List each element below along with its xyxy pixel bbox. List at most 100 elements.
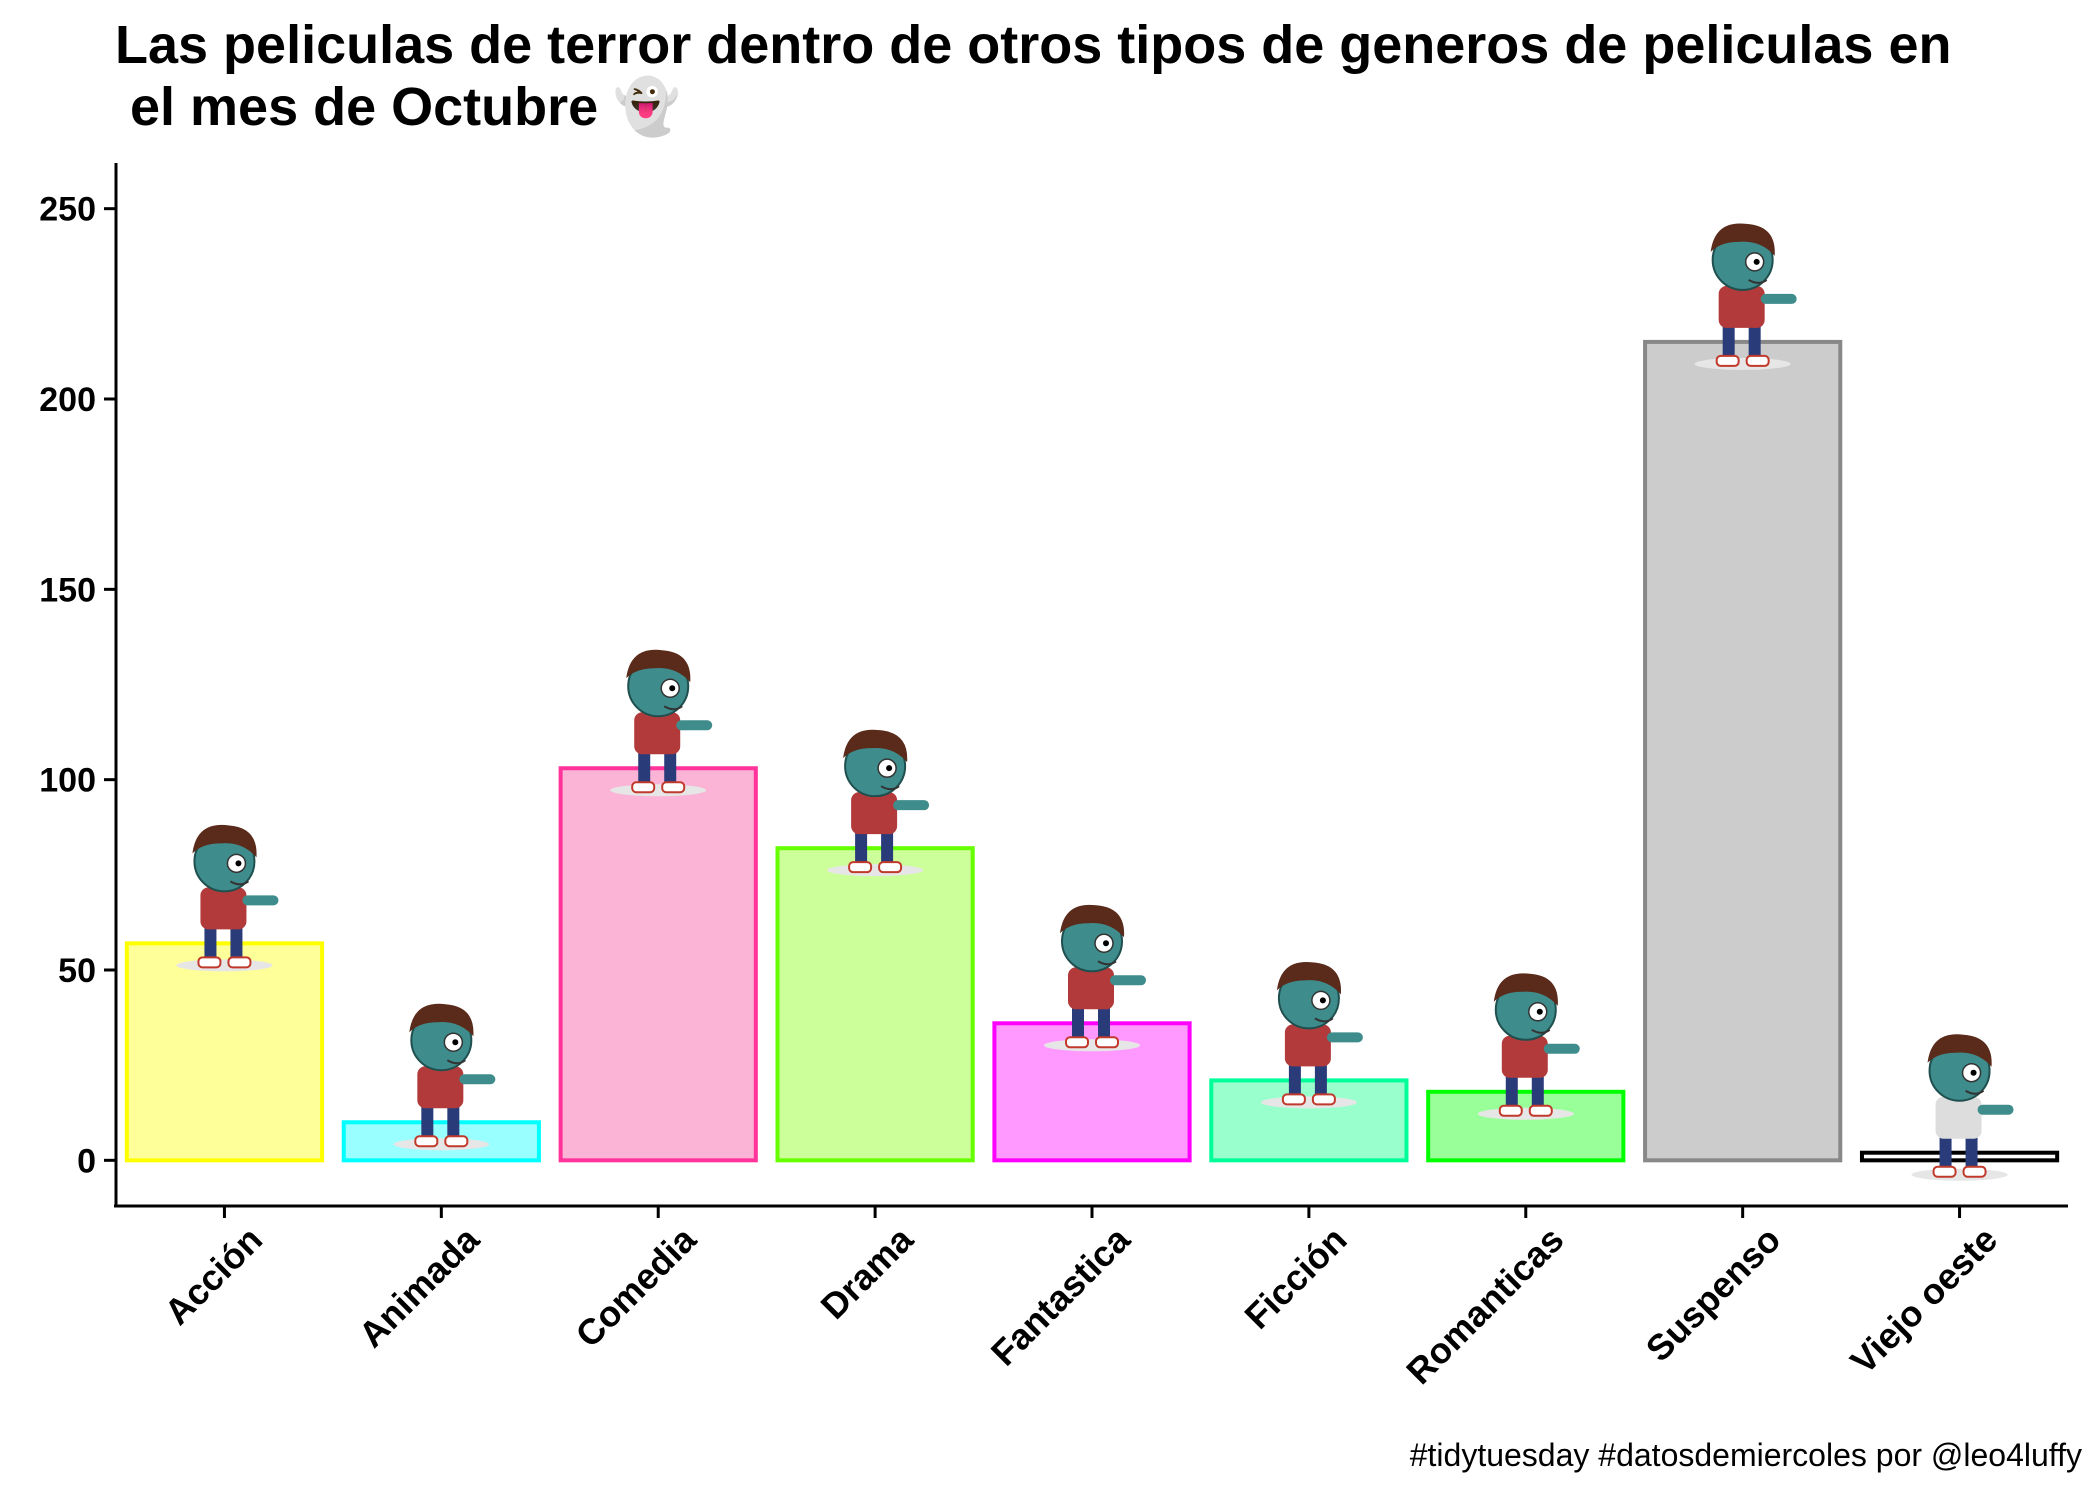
zombie-arm — [1543, 1043, 1580, 1054]
zombie-pupil — [669, 685, 676, 692]
zombie-mouth — [1748, 279, 1768, 284]
zombie-leg-right — [1314, 1060, 1327, 1099]
zombie-icon — [1911, 1034, 2014, 1181]
zombie-shoe-left — [1498, 1104, 1523, 1117]
x-axis-ticks: Acción Animada Comedia Drama Fantastica Ficci… — [156, 1206, 2005, 1392]
zombie-arm — [1326, 1032, 1363, 1043]
zombie-shoe-left — [1281, 1093, 1306, 1106]
title-line-1: Las peliculas de terror dentro de otros … — [115, 15, 1952, 75]
zombie-shoe-right — [1311, 1093, 1336, 1106]
zombie-hair — [1710, 223, 1775, 256]
x-tick-label: Suspenso — [1638, 1219, 1789, 1370]
y-tick-label: 100 — [39, 762, 96, 800]
bar-viejo-oeste — [1859, 1150, 2060, 1163]
zombie-icon — [393, 1003, 496, 1151]
zombie-hair — [1927, 1034, 1992, 1067]
caption: #tidytuesday #datosdemiercoles por @leo4… — [1409, 1437, 2082, 1473]
zombie-pupil — [1319, 997, 1326, 1004]
x-tick-label: Animada — [350, 1218, 487, 1355]
zombie-shadow — [176, 959, 273, 972]
zombie-hair — [409, 1003, 474, 1037]
zombie-shoe-right — [878, 861, 903, 874]
title-line-2: el mes de Octubre — [115, 77, 599, 137]
bar-ficcion — [1209, 1078, 1409, 1163]
y-tick-label: 150 — [39, 571, 96, 609]
zombie-pupil — [1103, 940, 1109, 947]
zombie-leg-left — [638, 748, 651, 787]
zombie-pupil — [235, 860, 242, 867]
y-tick-label: 250 — [39, 191, 96, 229]
zombie-mouth — [446, 1059, 466, 1065]
zombie-hair — [843, 729, 908, 763]
zombie-shoe-right — [1962, 1165, 1987, 1178]
zombie-pupil — [452, 1039, 459, 1046]
zombie-hair — [626, 649, 691, 683]
zombie-pupil — [1970, 1069, 1977, 1076]
zombie-icon — [1694, 223, 1797, 370]
zombie-shoe-left — [631, 781, 656, 794]
zombie-shoe-right — [661, 781, 686, 794]
zombie-icon — [1260, 961, 1363, 1109]
zombie-leg-right — [664, 748, 677, 787]
bar-drama — [775, 846, 975, 1163]
zombie-leg-right — [447, 1102, 460, 1141]
bar-accion — [124, 941, 325, 1163]
zombie-shoe-left — [1065, 1036, 1089, 1049]
zombie-body — [1501, 1035, 1548, 1078]
zombie-shadow — [1260, 1096, 1357, 1109]
zombie-shoe-left — [848, 861, 873, 874]
bar-comedia — [558, 766, 758, 1163]
x-tick-label: Drama — [813, 1218, 922, 1327]
zombie-leg-right — [1965, 1132, 1978, 1171]
y-tick-label: 50 — [58, 952, 96, 990]
zombie-shoe-right — [1745, 354, 1770, 367]
bar-suspenso — [1643, 339, 1843, 1163]
zombie-hair — [1493, 973, 1558, 1006]
zombie-mouth — [1314, 1017, 1334, 1023]
zombie-shadow — [1911, 1168, 2008, 1181]
zombie-icons — [176, 223, 2014, 1181]
x-tick-label: Romanticas — [1398, 1219, 1571, 1392]
x-tick-label: Ficción — [1236, 1219, 1354, 1337]
zombie-body — [1068, 967, 1114, 1010]
zombie-body — [851, 792, 898, 835]
zombie-pupil — [886, 765, 893, 772]
zombie-arm — [893, 800, 930, 811]
zombie-shadow — [610, 784, 707, 797]
zombie-pupil — [1536, 1008, 1543, 1015]
zombie-leg-right — [881, 828, 894, 867]
zombie-shadow — [1044, 1039, 1140, 1052]
zombie-arm — [242, 895, 279, 906]
bars — [124, 339, 2060, 1163]
zombie-leg-left — [1288, 1060, 1301, 1099]
zombie-arm — [1760, 293, 1797, 304]
zombie-leg-left — [204, 923, 217, 962]
ghost-icon: 👻 — [613, 75, 681, 138]
zombie-mouth — [880, 785, 900, 791]
zombie-mouth — [1097, 960, 1117, 966]
zombie-icon — [176, 824, 279, 972]
zombie-body — [200, 887, 247, 930]
zombie-body — [634, 712, 681, 755]
zombie-shadow — [1694, 357, 1791, 370]
zombie-shoe-right — [444, 1135, 469, 1148]
zombie-mouth — [1965, 1089, 1985, 1095]
bar-romanticas — [1426, 1089, 1626, 1163]
x-tick-label: Comedia — [567, 1218, 704, 1355]
zombie-arm — [1977, 1104, 2014, 1115]
zombie-arm — [1110, 975, 1146, 986]
zombie-shoe-left — [1715, 354, 1740, 367]
x-tick-label: Fantastica — [983, 1218, 1139, 1374]
y-tick-label: 200 — [39, 381, 96, 419]
zombie-body — [1718, 285, 1765, 328]
zombie-shoe-right — [227, 956, 252, 969]
zombie-icon — [1477, 973, 1580, 1120]
zombie-hair — [1276, 961, 1342, 995]
zombie-hair — [192, 824, 257, 858]
zombie-mouth — [663, 705, 683, 711]
zombie-leg-left — [1505, 1071, 1518, 1110]
zombie-leg-right — [230, 923, 243, 962]
zombie-leg-left — [421, 1102, 434, 1141]
zombie-leg-left — [1939, 1132, 1952, 1171]
